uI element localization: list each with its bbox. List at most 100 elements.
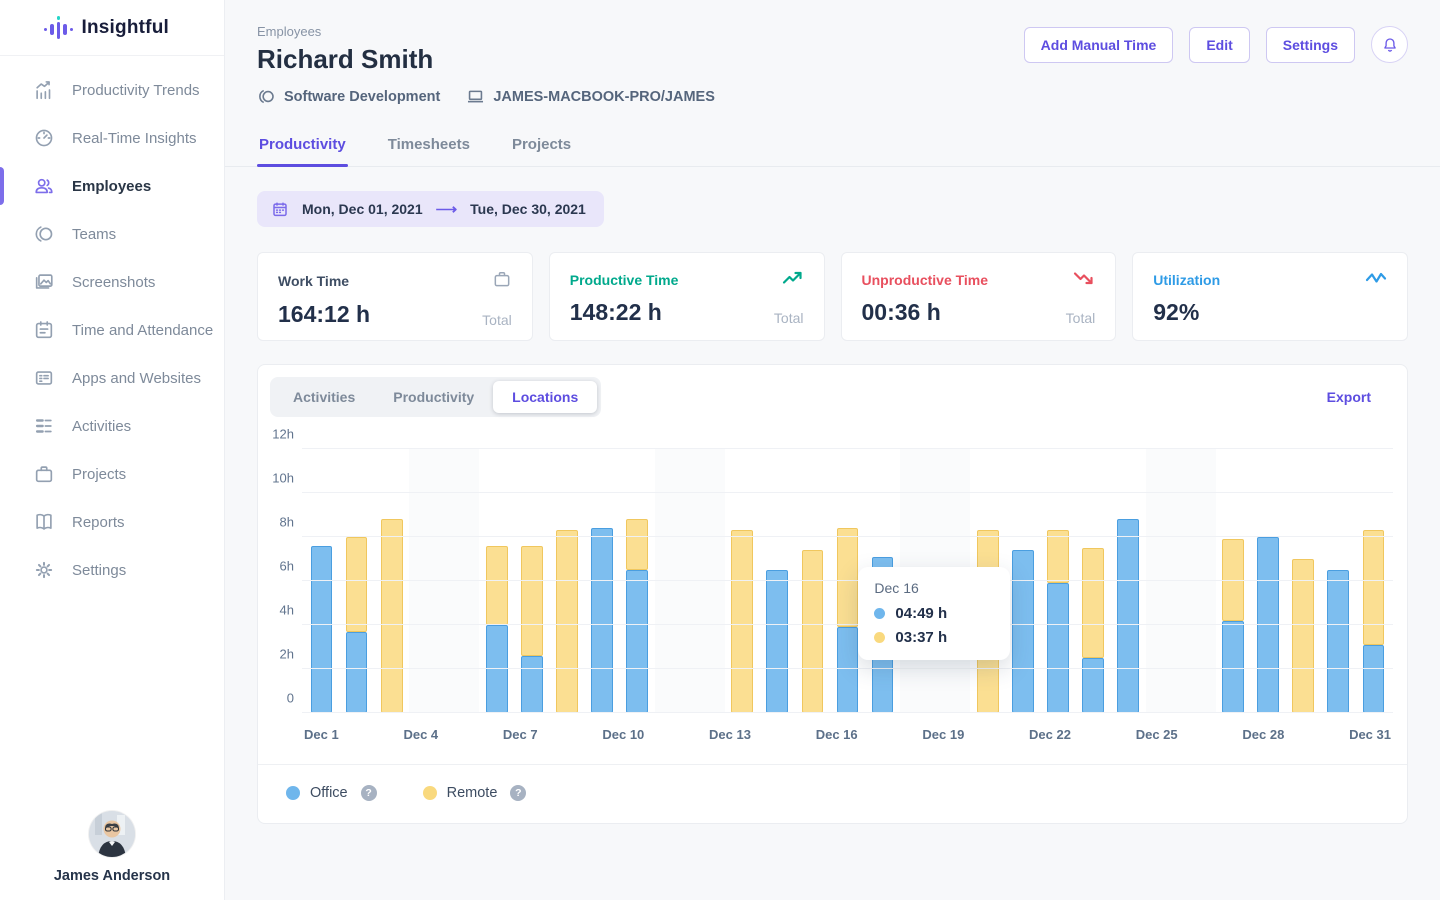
stat-value: 00:36 h xyxy=(861,299,941,325)
gridline xyxy=(302,624,1393,625)
page-tabs: Productivity Timesheets Projects xyxy=(225,126,1440,167)
edit-button[interactable]: Edit xyxy=(1189,26,1250,63)
page-title: Richard Smith xyxy=(257,44,434,74)
x-slot: Dec 31 xyxy=(1349,726,1391,744)
tab-timesheets[interactable]: Timesheets xyxy=(387,136,470,153)
legend-label: Office xyxy=(310,785,348,801)
bar-remote[interactable] xyxy=(1292,559,1315,713)
laptop-icon xyxy=(468,90,484,103)
sidebar-item-apps-and-websites[interactable]: Apps and Websites xyxy=(0,354,224,402)
x-slot xyxy=(570,726,602,744)
breadcrumb[interactable]: Employees xyxy=(257,24,322,39)
bar-office[interactable] xyxy=(485,625,508,713)
stat-card-unproductive-time: Unproductive Time 00:36 h Total xyxy=(840,252,1117,341)
bar-office[interactable] xyxy=(591,528,613,713)
date-range-start: Mon, Dec 01, 2021 xyxy=(302,201,423,217)
sidebar-item-real-time-insights[interactable]: Real-Time Insights xyxy=(0,114,224,162)
help-icon[interactable]: ? xyxy=(360,785,377,801)
bar-office[interactable] xyxy=(1046,583,1069,713)
export-button[interactable]: Export xyxy=(1326,389,1371,405)
tab-projects[interactable]: Projects xyxy=(511,136,572,153)
bar-office[interactable] xyxy=(626,570,648,713)
bar-office[interactable] xyxy=(1222,620,1245,713)
bar-remote[interactable] xyxy=(1362,530,1385,645)
bar-remote[interactable] xyxy=(485,545,508,625)
bar-office[interactable] xyxy=(1117,519,1139,713)
x-slot: Dec 28 xyxy=(1242,726,1284,744)
bar-remote[interactable] xyxy=(521,545,543,656)
bar-remote[interactable] xyxy=(626,519,648,570)
x-slot xyxy=(438,726,470,744)
x-slot: Dec 4 xyxy=(403,726,438,744)
x-axis-tick: Dec 1 xyxy=(304,727,339,742)
bar-office[interactable] xyxy=(1011,550,1034,713)
bar-office[interactable] xyxy=(1362,644,1385,713)
bar-office[interactable] xyxy=(1327,570,1350,713)
help-icon[interactable]: ? xyxy=(510,785,527,801)
chart-tab-activities[interactable]: Activities xyxy=(293,389,356,405)
sidebar-item-reports[interactable]: Reports xyxy=(0,498,224,546)
sidebar-user[interactable]: James Anderson xyxy=(0,811,224,900)
brand-logo-icon xyxy=(44,16,73,39)
sidebar-item-screenshots[interactable]: Screenshots xyxy=(0,258,224,306)
bar-remote[interactable] xyxy=(836,528,859,628)
notifications-button[interactable] xyxy=(1371,26,1408,63)
x-slot: Dec 10 xyxy=(602,726,644,744)
gridline xyxy=(302,712,1393,713)
tab-productivity[interactable]: Productivity xyxy=(257,126,348,167)
bar-slot-dec-5 xyxy=(444,449,480,713)
bar-slot-dec-30 xyxy=(1321,449,1356,713)
sidebar-nav: Productivity Trends Real-Time Insights Emp… xyxy=(0,56,224,811)
sidebar-item-settings[interactable]: Settings xyxy=(0,546,224,594)
settings-button[interactable]: Settings xyxy=(1265,26,1355,63)
date-range-picker[interactable]: Mon, Dec 01, 2021 ⟶ Tue, Dec 30, 2021 xyxy=(257,191,604,227)
bar-office[interactable] xyxy=(345,631,368,713)
bar-remote[interactable] xyxy=(731,530,754,713)
sidebar-item-label: Projects xyxy=(72,465,127,483)
sidebar-item-employees[interactable]: Employees xyxy=(0,162,224,210)
legend-label: Remote xyxy=(446,785,498,801)
bar-office[interactable] xyxy=(1082,658,1104,713)
bar-remote[interactable] xyxy=(1046,530,1069,584)
bar-slot-dec-10 xyxy=(620,449,655,713)
x-slot: Dec 22 xyxy=(1029,726,1071,744)
bar-office[interactable] xyxy=(521,655,543,713)
bar-slot-dec-31 xyxy=(1356,449,1391,713)
add-manual-time-button[interactable]: Add Manual Time xyxy=(1023,26,1174,63)
bar-remote[interactable] xyxy=(556,530,578,713)
bar-office[interactable] xyxy=(310,545,333,713)
bar-slot-dec-21 xyxy=(1005,449,1040,713)
bar-remote[interactable] xyxy=(1222,539,1245,621)
stat-card-work-time: Work Time 164:12 h Total xyxy=(257,252,533,341)
x-slot: Dec 13 xyxy=(709,726,751,744)
x-slot xyxy=(1284,726,1316,744)
sidebar-item-teams[interactable]: Teams xyxy=(0,210,224,258)
stat-label: Utilization xyxy=(1153,271,1221,288)
chart-tab-locations[interactable]: Locations xyxy=(493,381,598,413)
bar-remote[interactable] xyxy=(801,550,824,713)
legend-item-office[interactable]: Office? xyxy=(286,785,377,801)
legend-office-dot xyxy=(286,786,300,800)
trend-up-icon xyxy=(782,269,804,290)
bar-remote[interactable] xyxy=(345,537,368,632)
x-slot xyxy=(471,726,503,744)
stat-label: Productive Time xyxy=(569,271,679,288)
sidebar-item-productivity-trends[interactable]: Productivity Trends xyxy=(0,66,224,114)
bar-office[interactable] xyxy=(1257,537,1280,713)
sidebar-item-projects[interactable]: Projects xyxy=(0,450,224,498)
legend-item-remote[interactable]: Remote? xyxy=(422,785,527,801)
bar-slot-dec-13 xyxy=(725,449,760,713)
bar-remote[interactable] xyxy=(1082,548,1104,658)
sidebar-item-label: Apps and Websites xyxy=(72,369,201,387)
sidebar-item-activities[interactable]: Activities xyxy=(0,402,224,450)
chart-tab-productivity[interactable]: Productivity xyxy=(393,389,475,405)
x-slot xyxy=(1317,726,1349,744)
stat-label: Unproductive Time xyxy=(861,271,989,288)
bar-office[interactable] xyxy=(836,627,859,713)
bar-remote[interactable] xyxy=(380,519,403,713)
bar-office[interactable] xyxy=(766,570,789,713)
x-slot xyxy=(538,726,570,744)
sidebar-item-time-and-attendance[interactable]: Time and Attendance xyxy=(0,306,224,354)
x-slot: Dec 7 xyxy=(503,726,538,744)
y-axis-tick: 8h xyxy=(279,514,294,530)
